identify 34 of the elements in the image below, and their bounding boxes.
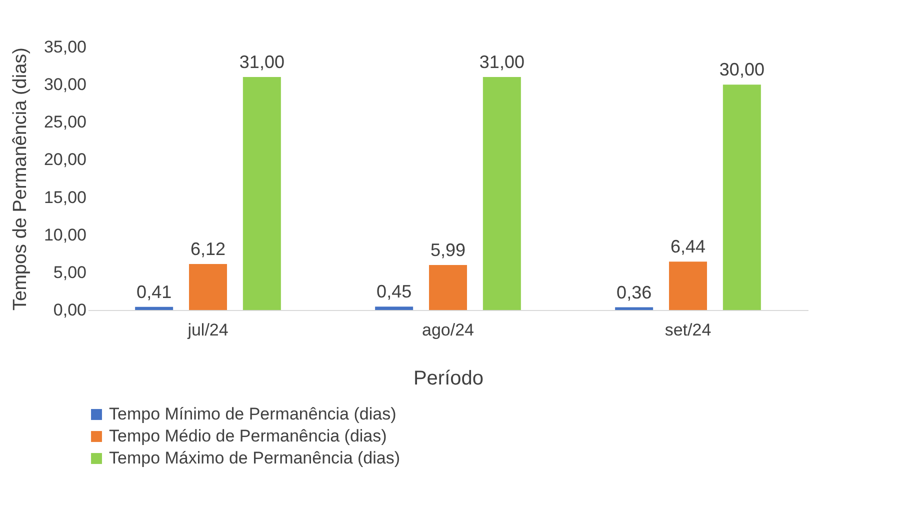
- y-tick-label: 10,00: [44, 225, 86, 244]
- data-label: 0,36: [616, 282, 652, 302]
- legend-label: Tempo Mínimo de Permanência (dias): [109, 404, 396, 424]
- data-label: 31,00: [239, 52, 284, 72]
- x-tick-label: ago/24: [422, 320, 474, 340]
- legend-label: Tempo Máximo de Permanência (dias): [109, 448, 400, 468]
- y-tick-label: 5,00: [53, 262, 86, 282]
- y-tick-label: 35,00: [44, 38, 86, 56]
- bar: [615, 307, 654, 310]
- bar: [375, 306, 414, 310]
- bar: [189, 264, 227, 310]
- bar: [135, 306, 174, 310]
- bar: [482, 77, 521, 310]
- data-label: 31,00: [479, 52, 524, 72]
- data-label: 5,99: [430, 240, 466, 260]
- data-label: 6,12: [190, 239, 226, 260]
- y-tick-label: 25,00: [44, 112, 86, 132]
- y-tick-label: 15,00: [44, 188, 86, 207]
- legend-label: Tempo Médio de Permanência (dias): [109, 426, 387, 446]
- data-label: 0,41: [136, 282, 172, 302]
- bar: [242, 77, 281, 310]
- y-tick-label: 30,00: [44, 75, 86, 94]
- y-axis-title: Tempos de Permanência (dias): [10, 48, 31, 310]
- x-tick-label: set/24: [664, 320, 712, 340]
- x-axis-title: Período: [413, 368, 484, 390]
- data-label: 0,45: [376, 282, 412, 302]
- data-label: 30,00: [719, 60, 764, 80]
- y-tick-label: 20,00: [44, 150, 86, 170]
- data-label: 6,44: [670, 236, 706, 257]
- bar: [669, 262, 707, 310]
- bar: [429, 264, 467, 310]
- bar: [722, 84, 761, 310]
- y-tick-label: 0,00: [53, 300, 86, 320]
- x-tick-label: jul/24: [186, 320, 228, 340]
